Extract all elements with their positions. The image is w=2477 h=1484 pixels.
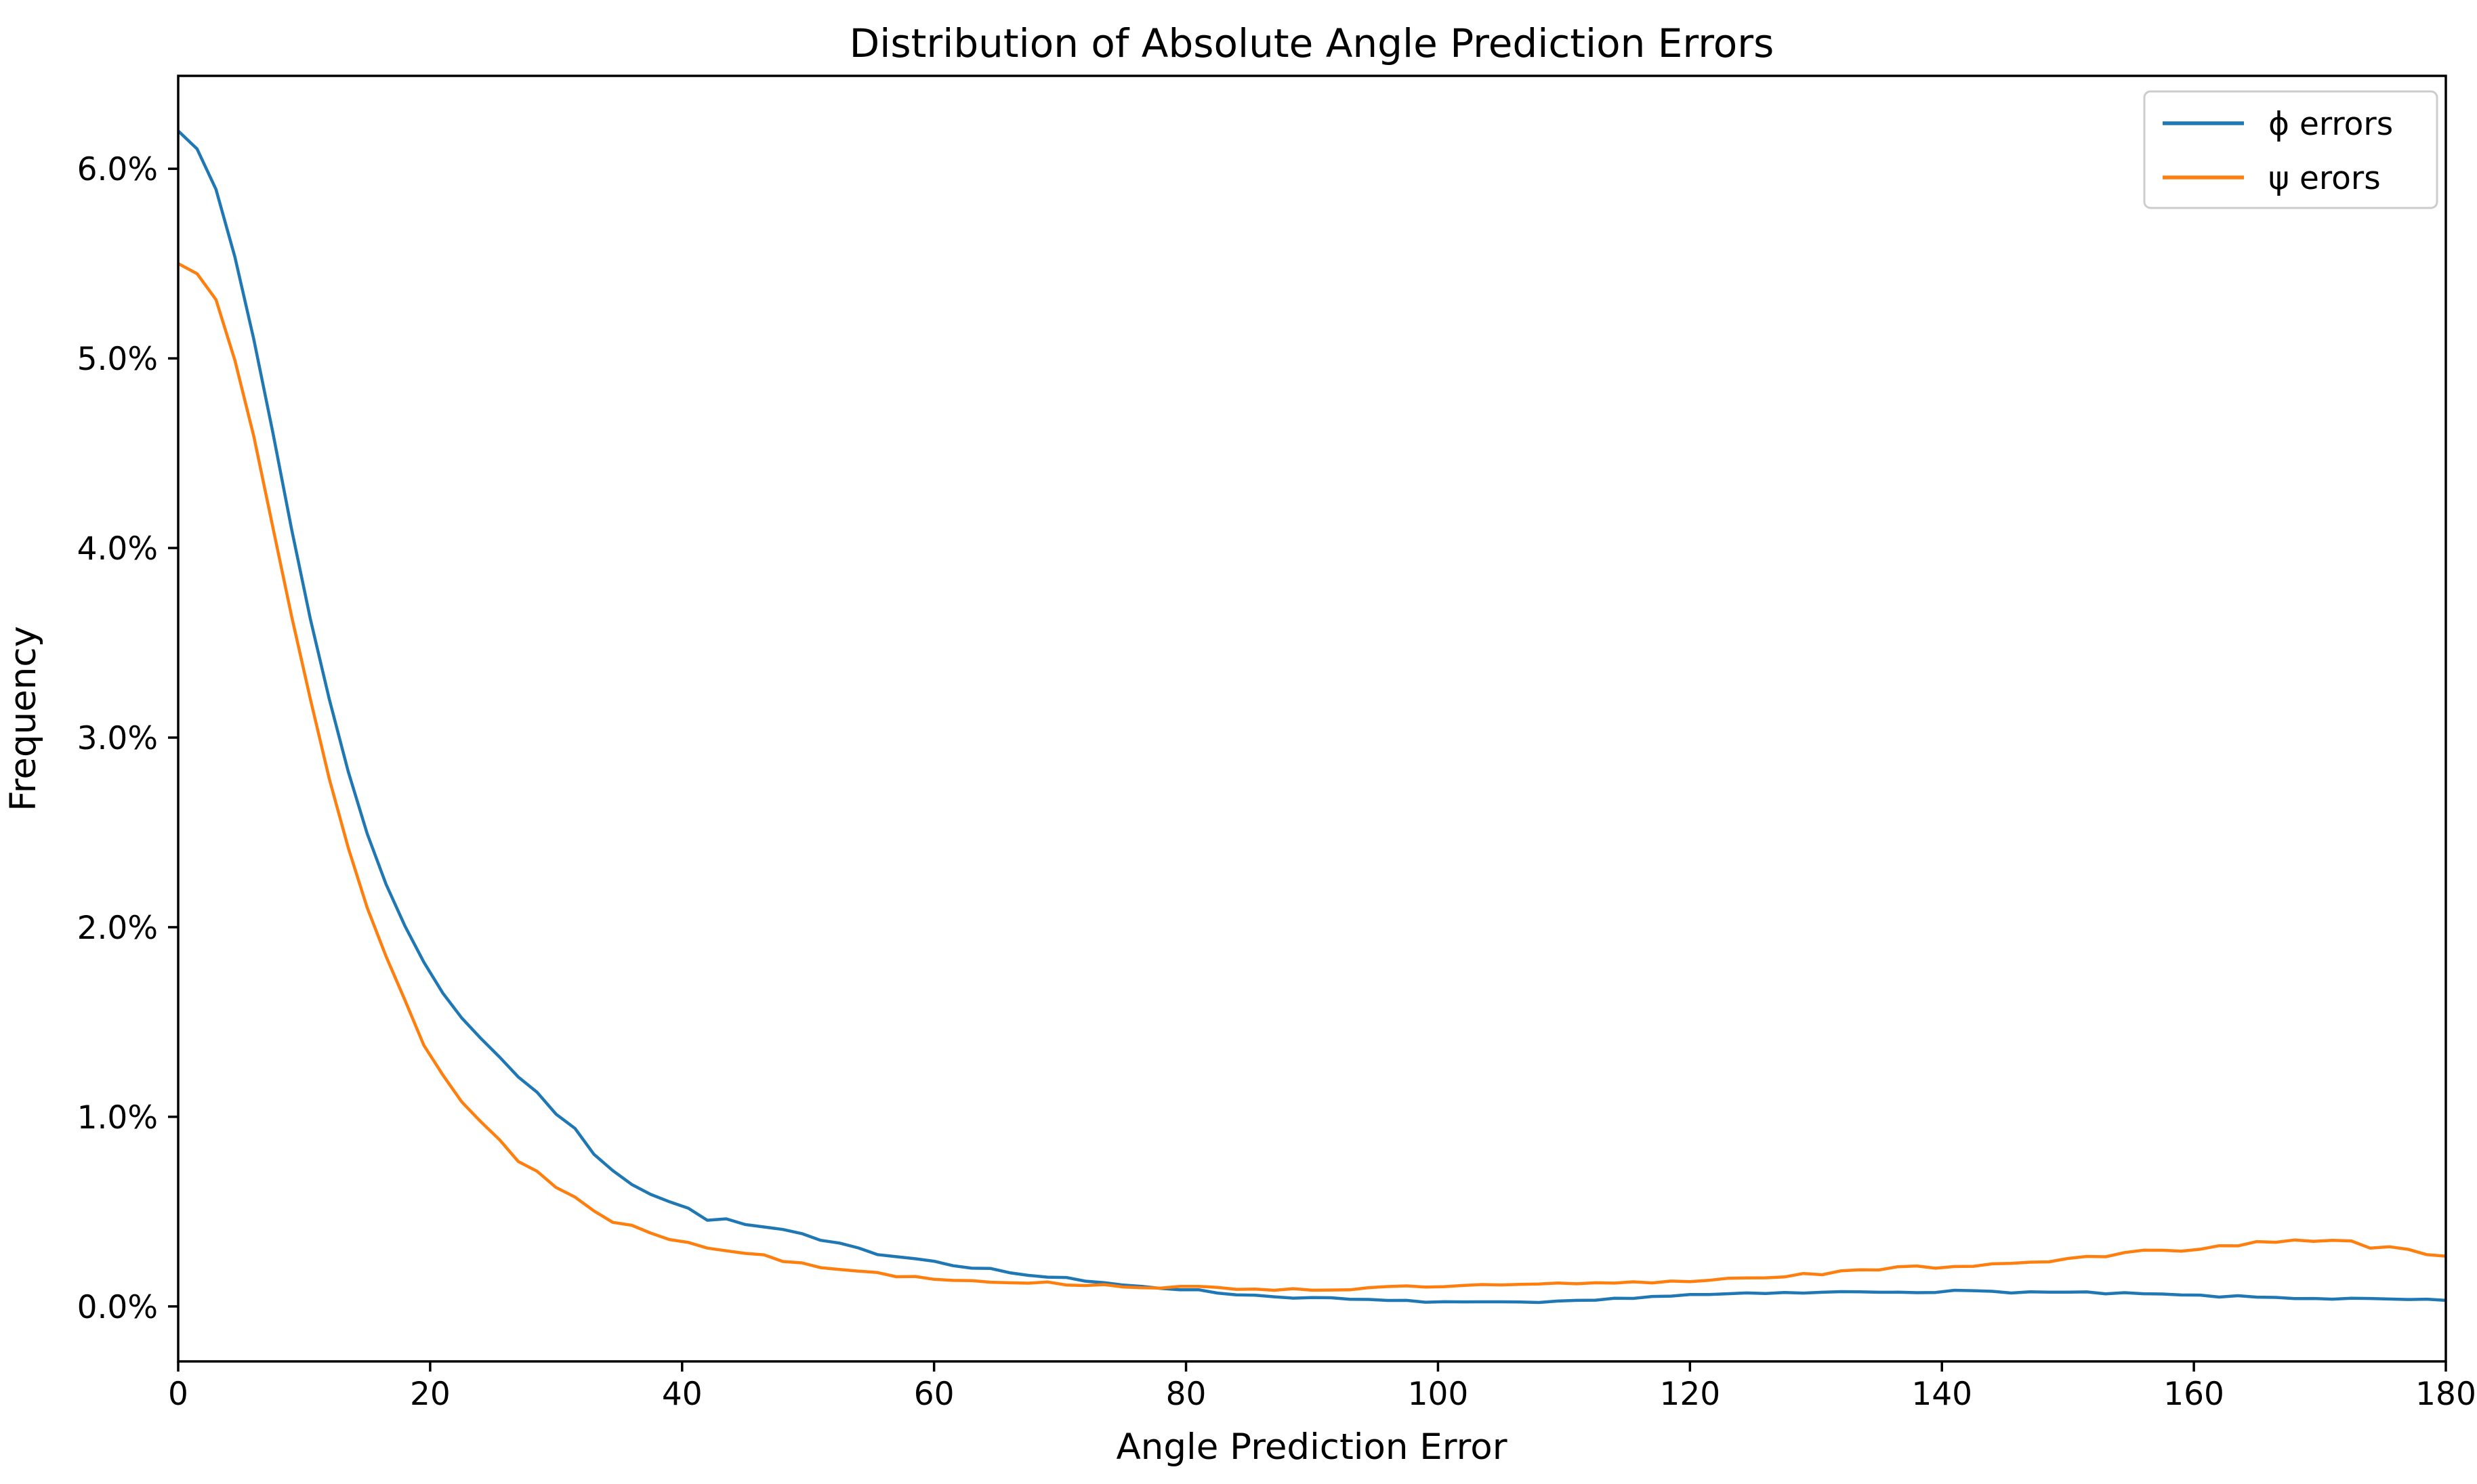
- y-tick-label: 3.0%: [77, 720, 158, 757]
- y-tick-label: 5.0%: [77, 341, 158, 378]
- series-lines: [178, 129, 2446, 1305]
- legend-label-psi: ψ erors: [2268, 160, 2381, 197]
- chart-title: Distribution of Absolute Angle Predictio…: [850, 20, 1774, 66]
- x-tick-label: 120: [1659, 1376, 1720, 1413]
- x-tick-label: 20: [410, 1376, 451, 1413]
- psi-errors-line: [178, 261, 2446, 1292]
- x-tick-label: 160: [2163, 1376, 2224, 1413]
- y-tick-label: 2.0%: [77, 910, 158, 947]
- y-tick-label: 6.0%: [77, 151, 158, 188]
- x-axis-label: Angle Prediction Error: [1117, 1426, 1507, 1468]
- phi-errors-line: [178, 129, 2446, 1305]
- x-tick-label: 100: [1408, 1376, 1469, 1413]
- x-tick-label: 140: [1911, 1376, 1972, 1413]
- y-tick-label: 1.0%: [77, 1099, 158, 1137]
- x-tick-label: 80: [1166, 1376, 1207, 1413]
- y-tick-label: 0.0%: [77, 1289, 158, 1326]
- x-tick-label: 0: [168, 1376, 188, 1413]
- plot-border: [177, 75, 2447, 1363]
- x-tick-label: 40: [662, 1376, 703, 1413]
- legend-label-phi: ϕ errors: [2268, 106, 2393, 143]
- plot-area: 0 20 40 60 80 100 120 140 160 180 0.0% 1.0% 2.0% 3.0%…: [77, 75, 2476, 1413]
- y-tick-label: 4.0%: [77, 530, 158, 568]
- y-axis-label: Frequency: [3, 626, 44, 811]
- legend: ϕ errors ψ erors: [2143, 90, 2438, 209]
- x-tick-label: 180: [2415, 1376, 2476, 1413]
- x-tick-label: 60: [914, 1376, 955, 1413]
